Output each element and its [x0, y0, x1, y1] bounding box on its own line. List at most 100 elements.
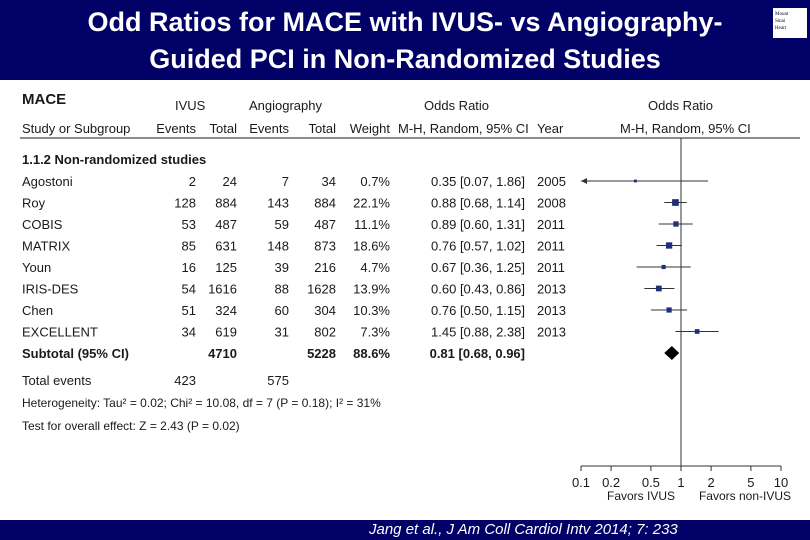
effect-square — [655, 285, 662, 292]
events2-header: Events — [249, 121, 289, 136]
x-tick-label: 10 — [774, 475, 788, 490]
study-name: COBIS — [22, 217, 63, 232]
study-ci: 0.88 [0.68, 1.14] — [431, 196, 525, 211]
study-weight: 4.7% — [360, 260, 390, 275]
effect-square — [673, 221, 679, 227]
study-events1: 34 — [182, 325, 196, 340]
study-column-header: Study or Subgroup — [22, 121, 130, 136]
study-total2: 802 — [314, 325, 336, 340]
study-weight: 10.3% — [353, 303, 390, 318]
study-year: 2011 — [537, 239, 565, 254]
logo-text-2: Sinai — [775, 19, 786, 24]
study-events2: 148 — [267, 239, 289, 254]
study-total1: 1616 — [208, 282, 237, 297]
study-events1: 54 — [182, 282, 196, 297]
study-events1: 85 — [182, 239, 196, 254]
subtotal-label: Subtotal (95% CI) — [22, 346, 129, 361]
subtotal-total2: 5228 — [307, 346, 336, 361]
year-header: Year — [537, 121, 564, 136]
page-title-line-1: Odd Ratios for MACE with IVUS- vs Angiog… — [87, 7, 723, 37]
study-events2: 31 — [275, 325, 289, 340]
study-total2: 884 — [314, 196, 336, 211]
effect-square — [672, 199, 679, 206]
title-banner: Odd Ratios for MACE with IVUS- vs Angiog… — [0, 0, 810, 80]
mount-sinai-logo: Mount Sinai Heart — [773, 8, 807, 38]
overall-effect-text: Test for overall effect: Z = 2.43 (P = 0… — [22, 419, 240, 433]
study-total2: 216 — [314, 260, 336, 275]
ci-arrow — [581, 178, 587, 184]
study-total1: 24 — [223, 174, 237, 189]
effect-square — [666, 307, 672, 313]
x-tick-label: 2 — [707, 475, 714, 490]
total-events2: 575 — [267, 373, 289, 388]
study-year: 2013 — [537, 325, 566, 340]
study-weight: 22.1% — [353, 196, 390, 211]
total2-header: Total — [309, 121, 337, 136]
study-total2: 1628 — [307, 282, 336, 297]
study-name: Agostoni — [22, 174, 73, 189]
favors-left-label: Favors IVUS — [607, 489, 675, 503]
outcome-label: MACE — [22, 91, 66, 108]
study-ci: 0.76 [0.50, 1.15] — [431, 303, 525, 318]
subtotal-total1: 4710 — [208, 346, 237, 361]
study-weight: 11.1% — [354, 217, 390, 232]
study-year: 2013 — [537, 303, 566, 318]
x-tick-label: 0.1 — [572, 475, 590, 490]
page-title-line-2: Guided PCI in Non-Randomized Studies — [149, 44, 661, 74]
group1-header: IVUS — [175, 98, 206, 113]
subtotal-weight: 88.6% — [353, 346, 390, 361]
study-name: Youn — [22, 260, 51, 275]
study-year: 2005 — [537, 174, 566, 189]
study-weight: 13.9% — [353, 282, 390, 297]
study-events2: 60 — [275, 303, 289, 318]
subtotal-diamond — [664, 346, 680, 360]
study-total1: 631 — [215, 239, 237, 254]
study-total1: 125 — [215, 260, 237, 275]
study-ci: 0.76 [0.57, 1.02] — [431, 239, 525, 254]
citation: Jang et al., J Am Coll Cardiol Intv 2014… — [369, 521, 678, 538]
study-total1: 324 — [215, 303, 237, 318]
effect-square — [633, 179, 637, 183]
odds-ratio-header-left: Odds Ratio — [424, 98, 489, 113]
study-events1: 53 — [182, 217, 196, 232]
effect-square — [694, 329, 700, 334]
study-weight: 7.3% — [360, 325, 390, 340]
events1-header: Events — [156, 121, 196, 136]
weight-header: Weight — [350, 121, 391, 136]
study-year: 2011 — [537, 260, 565, 275]
subtotal-ci: 0.81 [0.68, 0.96] — [430, 346, 525, 361]
study-total1: 884 — [215, 196, 237, 211]
method-left-header: M-H, Random, 95% CI — [398, 121, 529, 136]
total1-header: Total — [210, 121, 238, 136]
study-total2: 304 — [314, 303, 336, 318]
study-name: Roy — [22, 196, 46, 211]
study-events2: 59 — [275, 217, 289, 232]
odds-ratio-header-right: Odds Ratio — [648, 98, 713, 113]
study-year: 2013 — [537, 282, 566, 297]
group2-header: Angiography — [249, 98, 322, 113]
study-events2: 143 — [267, 196, 289, 211]
study-total1: 619 — [215, 325, 237, 340]
total-events1: 423 — [174, 373, 196, 388]
study-name: IRIS-DES — [22, 282, 79, 297]
study-name: MATRIX — [22, 239, 70, 254]
study-total2: 487 — [314, 217, 336, 232]
study-total2: 34 — [322, 174, 336, 189]
effect-square — [661, 264, 666, 270]
study-events1: 16 — [182, 260, 196, 275]
x-tick-label: 0.5 — [642, 475, 660, 490]
study-year: 2008 — [537, 196, 566, 211]
study-name: Chen — [22, 303, 53, 318]
study-weight: 18.6% — [353, 239, 390, 254]
study-events2: 88 — [275, 282, 289, 297]
study-ci: 0.35 [0.07, 1.86] — [431, 174, 525, 189]
study-ci: 0.67 [0.36, 1.25] — [431, 260, 525, 275]
logo-text-3: Heart — [775, 26, 787, 31]
effect-square — [665, 242, 673, 249]
heterogeneity-text: Heterogeneity: Tau² = 0.02; Chi² = 10.08… — [22, 396, 381, 410]
x-tick-label: 5 — [747, 475, 754, 490]
study-total2: 873 — [314, 239, 336, 254]
study-events1: 2 — [189, 174, 196, 189]
citation-banner: Jang et al., J Am Coll Cardiol Intv 2014… — [0, 520, 810, 540]
